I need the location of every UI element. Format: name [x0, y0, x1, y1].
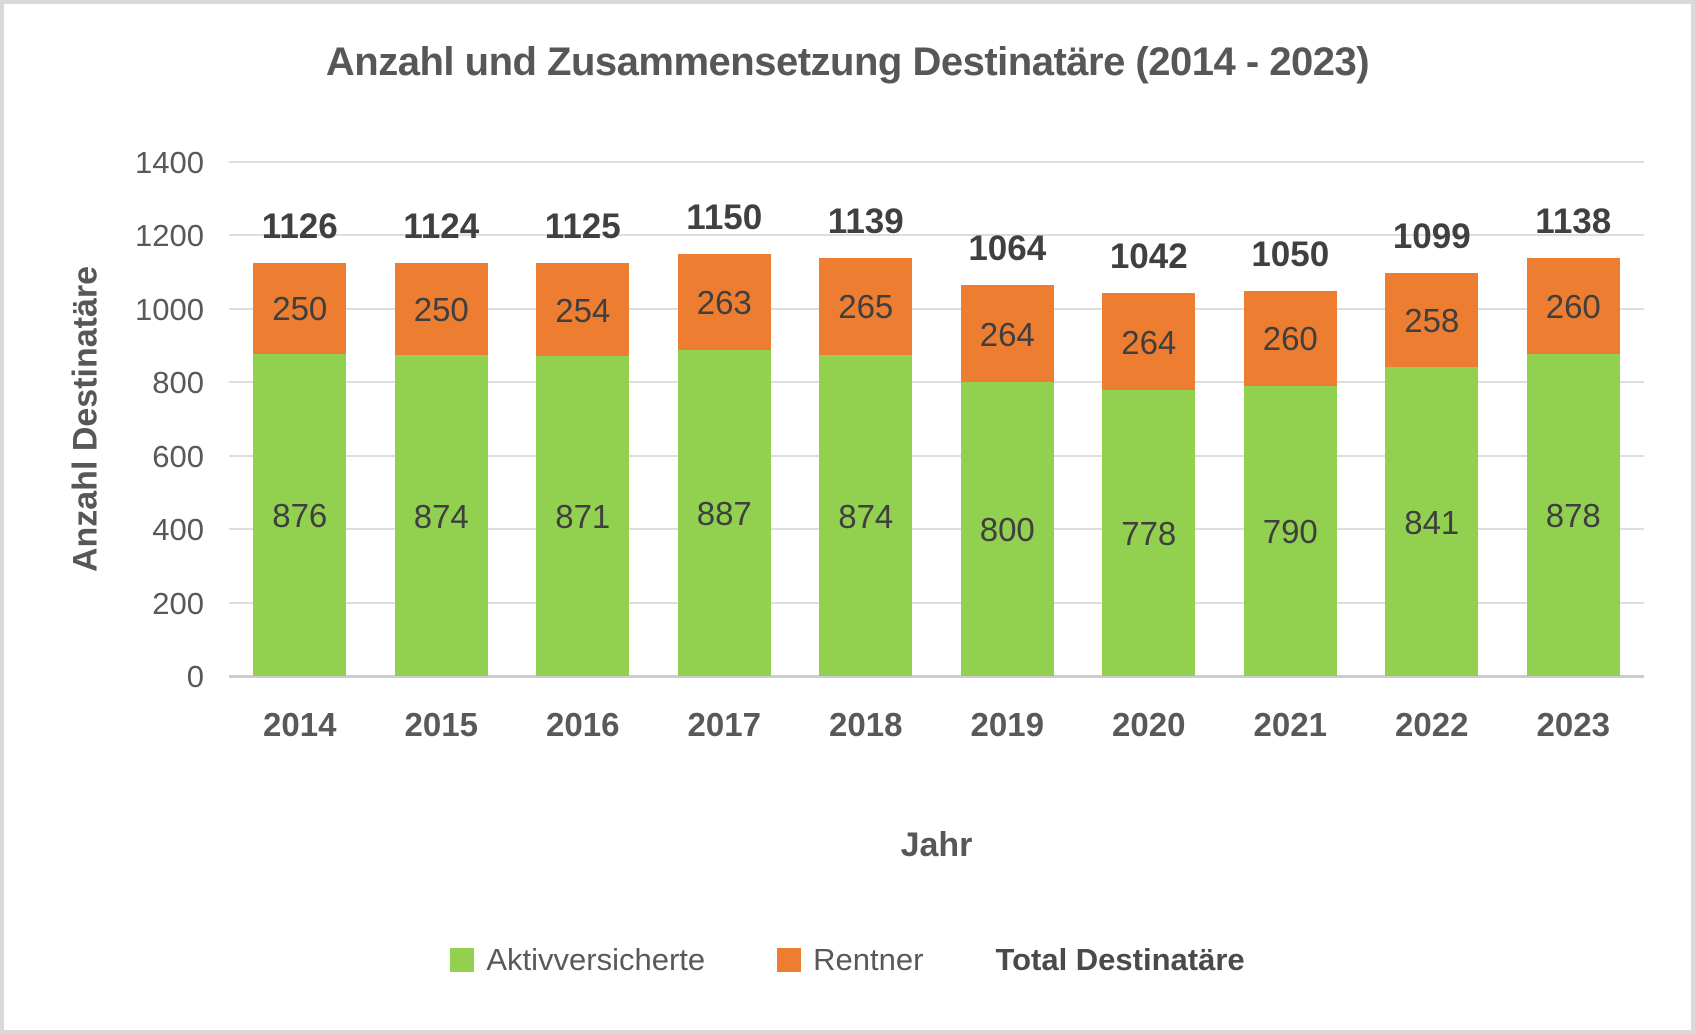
x-category-label-2020: 2020 — [1112, 706, 1186, 743]
y-tick-label-0: 0 — [186, 659, 204, 694]
legend-label: Rentner — [813, 942, 924, 977]
bar-segment-rentner-2015 — [394, 263, 488, 356]
plot-area — [229, 161, 1644, 678]
gridline-200 — [229, 601, 1644, 604]
y-tick-label-600: 600 — [152, 438, 204, 474]
segment-value-aktivversicherte-2020: 778 — [1121, 515, 1177, 553]
total-label-2022: 1099 — [1392, 216, 1471, 256]
segment-value-aktivversicherte-2016: 871 — [555, 498, 611, 536]
bar-segment-aktivversicherte-2014 — [253, 354, 347, 676]
y-tick-label-1000: 1000 — [135, 291, 204, 327]
total-label-2021: 1050 — [1251, 234, 1330, 274]
bar-segment-aktivversicherte-2023 — [1526, 353, 1620, 676]
total-label-2020: 1042 — [1109, 237, 1188, 277]
bar-segment-aktivversicherte-2017 — [677, 350, 771, 676]
legend: Aktivversicherte Rentner Total Destinatäre — [4, 942, 1691, 978]
bar-segment-aktivversicherte-2020 — [1102, 390, 1196, 676]
y-tick-label-200: 200 — [152, 585, 204, 621]
y-tick-label-1400: 1400 — [135, 145, 204, 180]
bar-segment-rentner-2014 — [253, 262, 347, 355]
total-label-2016: 1125 — [544, 206, 621, 246]
total-label-2018: 1139 — [827, 201, 904, 241]
bar-segment-rentner-2021 — [1243, 290, 1337, 386]
gridline-1000 — [229, 307, 1644, 310]
chart-title: Anzahl und Zusammensetzung Destinatäre (… — [325, 40, 1370, 84]
segment-value-aktivversicherte-2021: 790 — [1262, 512, 1318, 550]
legend-item-rentner: Rentner — [777, 942, 923, 978]
bar-segment-rentner-2020 — [1102, 293, 1196, 391]
legend-item-aktivversicherte: Aktivversicherte — [450, 942, 705, 978]
gridline-1200 — [229, 234, 1644, 237]
x-category-label-2017: 2017 — [687, 706, 761, 743]
gridline-400 — [229, 528, 1644, 531]
bar-segment-aktivversicherte-2018 — [819, 355, 913, 676]
legend-label: Aktivversicherte — [486, 942, 706, 977]
total-label-2017: 1150 — [686, 197, 763, 237]
segment-value-rentner-2018: 265 — [838, 288, 894, 326]
x-category-label-2016: 2016 — [546, 706, 620, 743]
gridline-600 — [229, 454, 1644, 457]
segment-value-rentner-2014: 250 — [272, 290, 328, 328]
segment-value-rentner-2022: 258 — [1404, 301, 1460, 339]
segment-value-rentner-2021: 260 — [1262, 320, 1318, 358]
segment-value-rentner-2019: 264 — [979, 315, 1035, 353]
bar-segment-rentner-2022 — [1385, 272, 1479, 368]
legend-swatch-rentner — [777, 948, 802, 972]
x-axis-title: Jahr — [900, 826, 973, 864]
x-category-label-2021: 2021 — [1253, 706, 1327, 743]
segment-value-rentner-2020: 264 — [1121, 323, 1177, 361]
total-label-2019: 1064 — [968, 229, 1047, 269]
total-label-2014: 1126 — [261, 206, 338, 246]
bar-segment-rentner-2017 — [677, 253, 771, 351]
segment-value-rentner-2023: 260 — [1545, 287, 1601, 325]
segment-value-aktivversicherte-2015: 874 — [413, 497, 469, 535]
y-tick-label-1200: 1200 — [135, 218, 204, 254]
segment-value-aktivversicherte-2014: 876 — [272, 497, 328, 535]
gridline-800 — [229, 381, 1644, 384]
bar-segment-aktivversicherte-2015 — [394, 355, 488, 676]
segment-value-rentner-2015: 250 — [413, 291, 469, 329]
bar-segment-rentner-2018 — [819, 257, 913, 356]
x-category-label-2023: 2023 — [1536, 706, 1610, 743]
x-category-label-2015: 2015 — [404, 706, 478, 743]
segment-value-rentner-2017: 263 — [696, 284, 752, 322]
x-axis-line — [229, 675, 1644, 678]
x-category-label-2019: 2019 — [970, 706, 1044, 743]
segment-value-rentner-2016: 254 — [555, 291, 611, 329]
legend-swatch-aktivversicherte — [450, 948, 475, 972]
segment-value-aktivversicherte-2023: 878 — [1545, 496, 1601, 534]
y-tick-label-800: 800 — [152, 365, 204, 401]
x-category-label-2022: 2022 — [1395, 706, 1469, 743]
bar-segment-rentner-2019 — [960, 285, 1054, 383]
legend-label: Total Destinatäre — [995, 942, 1245, 977]
legend-item-total-destinat-re: Total Destinatäre — [995, 942, 1244, 978]
y-tick-label-400: 400 — [152, 512, 204, 548]
bar-segment-aktivversicherte-2016 — [536, 356, 630, 676]
total-label-2023: 1138 — [1535, 202, 1612, 242]
bar-segment-aktivversicherte-2022 — [1385, 367, 1479, 676]
bar-segment-rentner-2023 — [1526, 258, 1620, 354]
gridline-1400 — [229, 161, 1644, 163]
segment-value-aktivversicherte-2022: 841 — [1404, 503, 1460, 541]
segment-value-aktivversicherte-2018: 874 — [838, 497, 894, 535]
bar-segment-rentner-2016 — [536, 262, 630, 357]
total-label-2015: 1124 — [403, 207, 480, 247]
bar-segment-aktivversicherte-2021 — [1243, 385, 1337, 676]
segment-value-aktivversicherte-2017: 887 — [696, 495, 752, 533]
x-category-label-2014: 2014 — [263, 706, 337, 743]
bar-segment-aktivversicherte-2019 — [960, 382, 1054, 676]
segment-value-aktivversicherte-2019: 800 — [979, 511, 1035, 549]
x-category-label-2018: 2018 — [829, 706, 903, 743]
